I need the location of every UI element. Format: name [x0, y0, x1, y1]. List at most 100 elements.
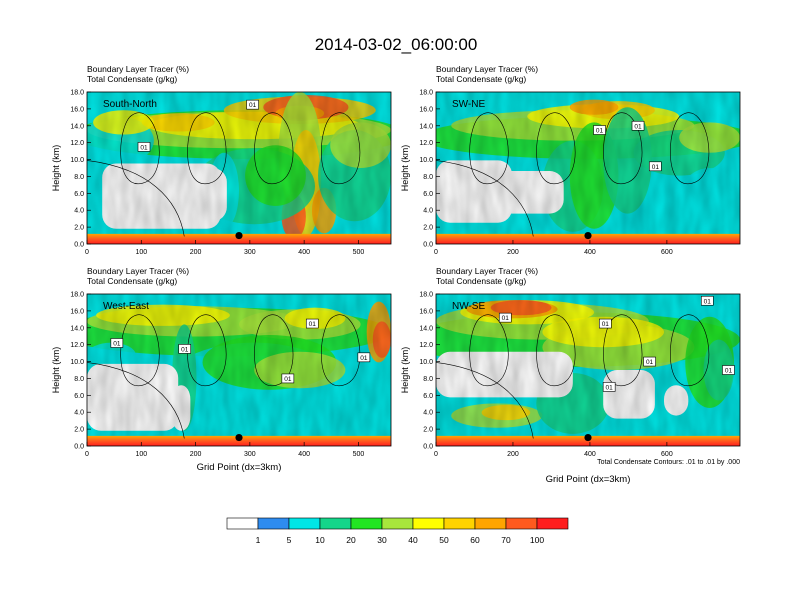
contour-label-box	[305, 318, 319, 329]
contour-label-box	[246, 99, 259, 110]
colorbar-swatch	[257, 517, 290, 530]
panel-name: South-North	[103, 99, 157, 110]
contour-label-box	[631, 120, 645, 131]
y-tick-label: 14.0	[70, 325, 84, 332]
contour-label-box	[281, 373, 295, 384]
condensate-contour	[254, 314, 294, 386]
y-tick-label: 18.0	[70, 90, 84, 97]
contour-label-box	[137, 142, 151, 152]
y-tick-label: 4.0	[423, 208, 433, 215]
condensate-contour	[87, 362, 185, 439]
contour-label-box	[357, 352, 371, 363]
x-tick-label: 0	[434, 249, 438, 256]
y-tick-label: 6.0	[423, 191, 433, 198]
panel-subtitle: Total Condensate (g/kg)	[87, 74, 177, 84]
contour-label: 01	[284, 376, 292, 383]
x-tick-label: 200	[190, 249, 202, 256]
y-tick-label: 2.0	[423, 427, 433, 434]
condensate-contour	[536, 314, 576, 386]
condensate-contour	[187, 314, 227, 386]
contour-label-box	[178, 344, 192, 354]
condensate-contour	[436, 160, 534, 237]
panel-title: Boundary Layer Tracer (%)	[87, 266, 189, 276]
contour-label: 01	[596, 128, 604, 135]
y-tick-label: 14.0	[70, 123, 84, 130]
y-tick-label: 6.0	[74, 393, 84, 400]
contour-label-box	[593, 125, 606, 135]
contour-label: 01	[140, 144, 148, 151]
location-marker	[235, 231, 243, 240]
x-tick-label: 500	[353, 249, 365, 256]
colorbar-label: 40	[408, 535, 418, 545]
y-tick-label: 16.0	[70, 106, 84, 113]
panel-name: NW-SE	[452, 301, 485, 312]
y-tick-label: 8.0	[423, 376, 433, 383]
field-texture	[436, 294, 740, 446]
condensate-contour	[436, 362, 534, 439]
colorbar-swatch	[381, 517, 414, 530]
heatmap-field	[436, 92, 740, 244]
y-tick-label: 12.0	[419, 140, 433, 147]
y-tick-label: 0.0	[74, 444, 84, 451]
x-tick-label: 400	[298, 451, 310, 458]
x-tick-label: 300	[244, 451, 256, 458]
x-tick-label: 0	[85, 451, 89, 458]
panel-nw-se: 01 01 01 01 01 01 NW-SE Boundary Layer Tracer (…	[400, 266, 741, 485]
colorbar-label: 1	[256, 535, 261, 545]
heatmap-field	[436, 294, 740, 446]
y-tick-label: 4.0	[74, 208, 84, 215]
condensate-contour	[603, 314, 643, 386]
y-axis-label: Height (km)	[51, 347, 61, 394]
heatmap-field	[87, 294, 391, 446]
contour-label-box	[110, 338, 124, 348]
colorbar-swatch	[226, 517, 259, 530]
colorbar-swatch	[319, 517, 352, 530]
x-tick-label: 400	[298, 249, 310, 256]
y-tick-label: 12.0	[70, 140, 84, 147]
contour-label: 01	[249, 102, 257, 109]
plot-frame	[435, 91, 741, 245]
y-tick-label: 8.0	[74, 174, 84, 181]
contour-label: 01	[309, 321, 317, 328]
colorbar-label: 100	[530, 535, 544, 545]
x-tick-label: 200	[190, 451, 202, 458]
condensate-contour	[536, 112, 576, 184]
y-tick-label: 10.0	[419, 359, 433, 366]
colorbar-label: 70	[501, 535, 511, 545]
y-tick-label: 18.0	[419, 292, 433, 299]
contour-label: 01	[606, 384, 614, 391]
contour-label: 01	[181, 346, 189, 353]
contour-label-box	[599, 318, 612, 329]
x-tick-label: 400	[584, 451, 596, 458]
contour-footnote: Total Condensate Contours: .01 to .01 by…	[597, 459, 740, 466]
contour-label-box	[602, 382, 616, 392]
panel-sw-ne: 01 01 01 SW-NE Boundary Layer Tracer (%)Tota…	[400, 64, 741, 256]
panel-subtitle: Total Condensate (g/kg)	[436, 276, 526, 286]
y-tick-label: 0.0	[423, 242, 433, 249]
contour-label-box	[700, 295, 714, 306]
x-tick-label: 500	[353, 451, 365, 458]
field-texture	[87, 294, 391, 446]
colorbar-swatch	[350, 517, 383, 530]
y-tick-label: 8.0	[74, 376, 84, 383]
x-tick-label: 600	[661, 249, 673, 256]
colorbar-label: 30	[377, 535, 387, 545]
contour-label: 01	[725, 368, 733, 375]
x-tick-label: 200	[507, 451, 519, 458]
condensate-contour	[120, 112, 160, 184]
condensate-contour	[87, 160, 185, 237]
contour-label-box	[498, 312, 512, 323]
panel-title: Boundary Layer Tracer (%)	[436, 64, 538, 74]
contour-label-box	[649, 161, 662, 172]
y-tick-label: 14.0	[419, 325, 433, 332]
condensate-contour	[469, 314, 509, 386]
y-tick-label: 16.0	[70, 308, 84, 315]
colorbar-swatch	[505, 517, 538, 530]
contour-label: 01	[646, 359, 654, 366]
colorbar-label: 10	[315, 535, 325, 545]
field-texture	[436, 92, 740, 244]
x-tick-label: 0	[434, 451, 438, 458]
contour-label: 01	[602, 321, 610, 328]
plot-frame	[86, 91, 392, 245]
